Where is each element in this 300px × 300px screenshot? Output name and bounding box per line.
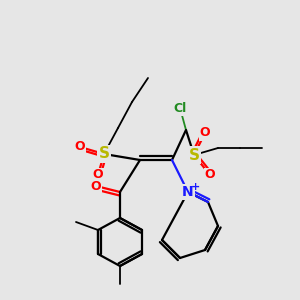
Text: O: O	[200, 127, 210, 140]
Text: S: S	[98, 146, 110, 161]
Text: +: +	[190, 182, 200, 192]
Text: O: O	[91, 179, 101, 193]
Text: N: N	[182, 185, 194, 199]
Text: S: S	[188, 148, 200, 163]
Text: O: O	[75, 140, 85, 154]
Text: O: O	[93, 169, 103, 182]
Text: O: O	[205, 169, 215, 182]
Text: Cl: Cl	[173, 101, 187, 115]
